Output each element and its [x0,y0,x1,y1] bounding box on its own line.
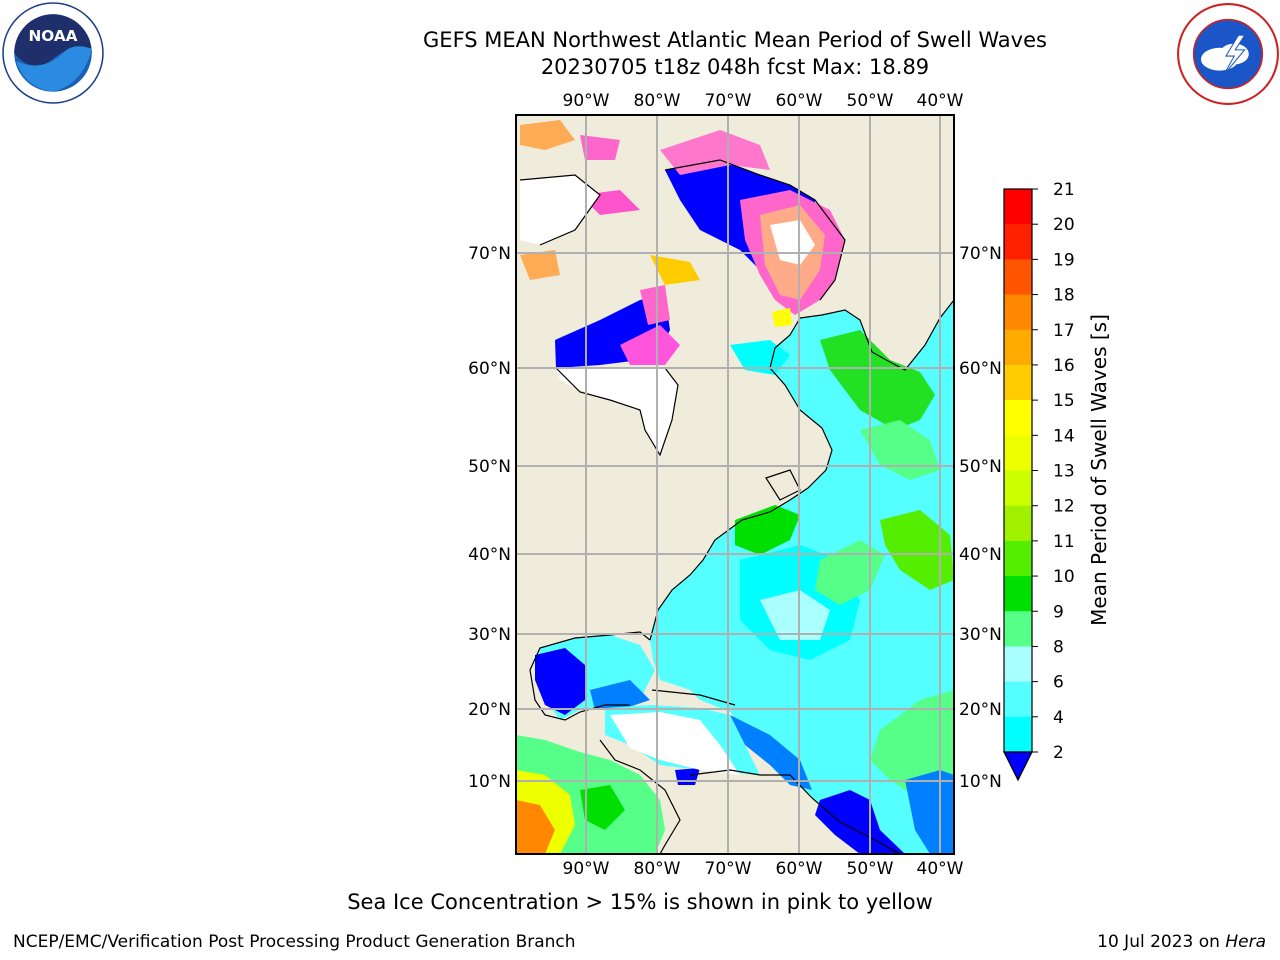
footer-credit: NCEP/EMC/Verification Post Processing Pr… [13,932,576,952]
colorbar-tick-label: 17 [1053,321,1075,341]
colorbar-label: Mean Period of Swell Waves [s] [1087,314,1111,626]
colorbar-segment [1004,716,1032,753]
arctic-ice-fragment-1 [520,120,575,150]
lon-label-top: 80°W [634,91,681,111]
colorbar-tick-label: 12 [1053,497,1075,517]
noaa-logo-text: NOAA [28,27,77,45]
lat-label-right: 70°N [959,244,1002,264]
gulf-blue-east [590,680,650,710]
lon-label-top: 60°W [776,91,823,111]
map-panel [516,115,954,854]
lon-label-bottom: 80°W [634,859,681,879]
caribbean-white [610,712,740,775]
colorbar-tick-label: 6 [1053,673,1064,693]
map-frame [515,114,955,855]
footer-machine: Hera [1225,932,1266,952]
lat-label-left: 20°N [468,700,511,720]
lat-label-left: 50°N [468,457,511,477]
colorbar-segment [1004,189,1032,225]
arctic-ice-fragment-6 [640,285,670,325]
lat-label-right: 40°N [959,545,1002,565]
graticule [516,115,954,854]
colorbar-tick-label: 19 [1053,250,1075,270]
colorbar-segment [1004,576,1032,612]
arctic-white-area [520,175,600,245]
lat-label-left: 60°N [468,359,511,379]
colorbar-tick-label: 13 [1053,462,1075,482]
lat-label-left: 30°N [468,625,511,645]
lon-label-top: 70°W [705,91,752,111]
swell-blue-caribbean-east [730,715,812,790]
lat-label-right: 30°N [959,625,1002,645]
lat-label-left: 40°N [468,545,511,565]
colorbar-tick-label: 15 [1053,391,1075,411]
lat-label-left: 10°N [468,772,511,792]
gulf-blue-west [535,648,585,715]
colorbar: 2 4 6 8 9 10 11 12 13 14 15 16 17 18 19 20 21 [1003,180,1075,782]
lon-label-bottom: 60°W [776,859,823,879]
swell-green-north [820,330,935,430]
swell-lightcyan-mid [760,590,830,640]
colorbar-tick-label: 16 [1053,356,1075,376]
colorbar-segment [1004,294,1032,331]
swell-blue-southeast [905,770,954,854]
noaa-logo-icon: NOAA [2,2,104,104]
lat-label-right: 10°N [959,772,1002,792]
hudson-bay-ice [620,325,680,365]
arctic-ice-fragment-2 [580,135,620,160]
swell-blue-guiana [815,790,905,854]
arctic-ice-fragment-5 [650,255,700,285]
colorbar-tick-label: 21 [1053,180,1075,200]
colorbar-tick-label: 10 [1053,567,1075,587]
lon-label-bottom: 70°W [705,859,752,879]
lon-label-bottom: 90°W [563,859,610,879]
colorbar-segment [1004,224,1032,260]
lat-label-right: 50°N [959,457,1002,477]
colorbar-tick-label: 9 [1053,602,1064,622]
chart-subtitle: 20230705 t18z 048h fcst Max: 18.89 [540,55,930,79]
swell-green-central [815,540,885,605]
colorbar-tick-label: 20 [1053,215,1075,235]
colorbar-segment [1004,470,1032,507]
colorbar-segment [1004,505,1032,542]
colorbar-extend-arrow [1003,751,1033,782]
lon-label-top: 40°W [917,91,964,111]
colorbar-segment [1004,646,1032,683]
colorbar-tick-label: 11 [1053,532,1075,552]
arctic-ice-north [660,130,770,175]
chart-title: GEFS MEAN Northwest Atlantic Mean Period… [423,28,1047,52]
colorbar-segment [1004,259,1032,296]
pacific-swell-orange [516,800,555,854]
colorbar-segment [1004,329,1032,366]
lon-label-bottom: 40°W [917,859,964,879]
nws-logo-icon [1177,3,1279,105]
lon-label-top: 50°W [847,91,894,111]
colorbar-tick-label: 4 [1053,708,1064,728]
colorbar-tick-label: 14 [1053,426,1075,446]
colorbar-segment [1004,540,1032,577]
arctic-ice-fragment-7 [772,308,792,327]
colorbar-tick-label: 2 [1053,743,1064,763]
arctic-ice-fragment-3 [520,250,560,280]
sea-ice-note: Sea Ice Concentration > 15% is shown in … [347,890,933,914]
colorbar-segment [1004,681,1032,718]
colorbar-tick-label: 8 [1053,637,1064,657]
lon-label-bottom: 50°W [847,859,894,879]
footer-date: 10 Jul 2023 on Hera [1097,932,1266,952]
colorbar-segment [1004,364,1032,401]
lat-label-right: 60°N [959,359,1002,379]
lat-label-left: 70°N [468,244,511,264]
swell-green-east [880,510,954,590]
footer-date-text: 10 Jul 2023 on [1097,932,1226,952]
lon-label-top: 90°W [563,91,610,111]
colorbar-segment [1004,400,1032,436]
pacific-swell-green [580,785,625,830]
colorbar-segment [1004,611,1032,647]
colorbar-tick-label: 18 [1053,286,1075,306]
lat-label-right: 20°N [959,700,1002,720]
colorbar-segment [1004,435,1032,471]
